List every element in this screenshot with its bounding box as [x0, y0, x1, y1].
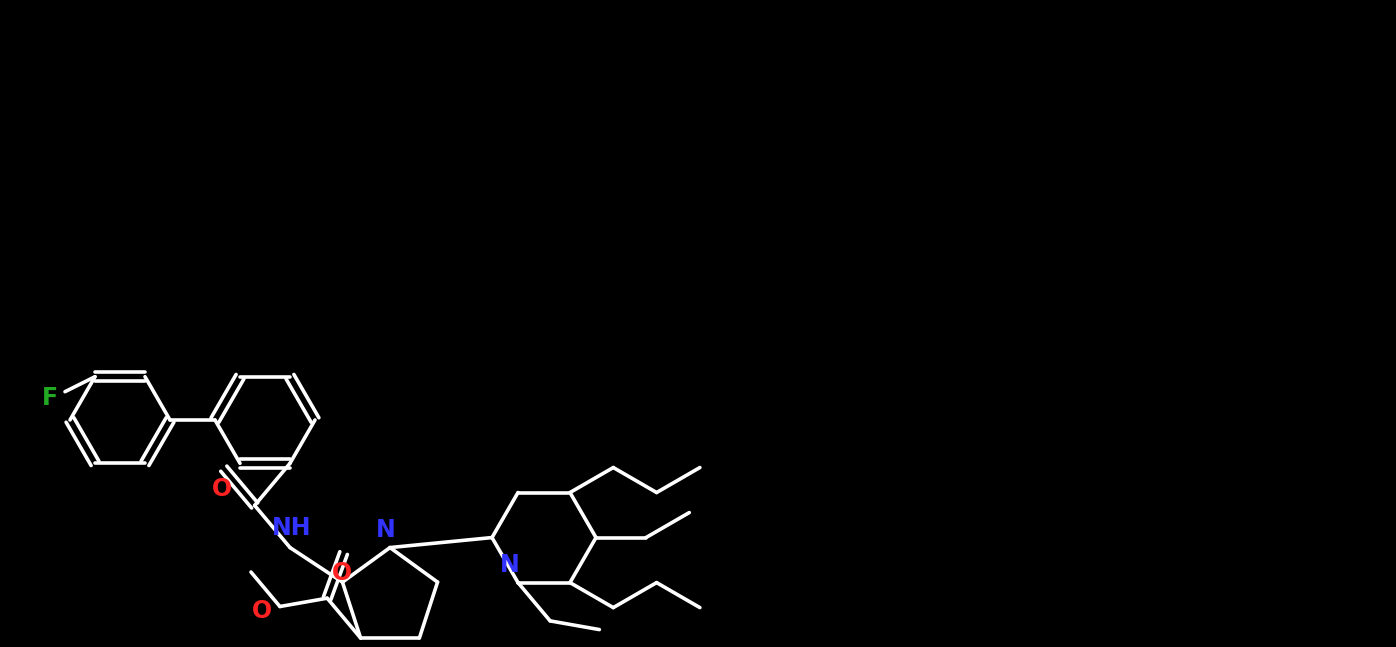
Text: O: O [331, 561, 352, 585]
Text: N: N [376, 518, 396, 542]
Text: O: O [251, 598, 272, 622]
Text: F: F [42, 386, 59, 410]
Text: NH: NH [272, 516, 311, 540]
Text: N: N [500, 553, 519, 576]
Text: O: O [212, 477, 232, 501]
